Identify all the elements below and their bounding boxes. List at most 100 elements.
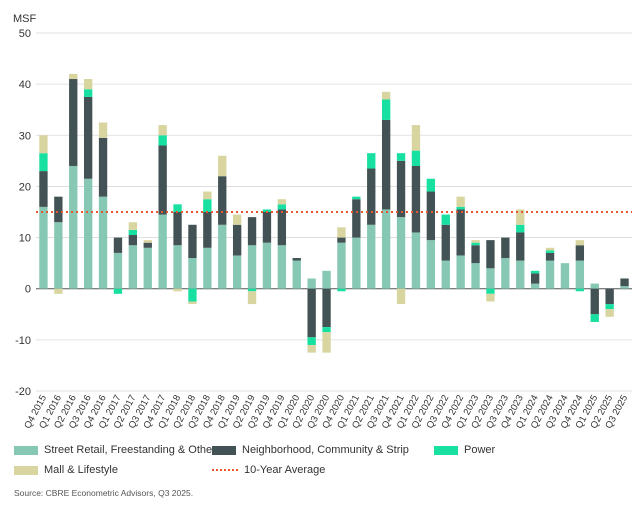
bar-street-retail	[575, 260, 585, 289]
bar-mall-lifestyle	[188, 301, 197, 305]
bar-power	[367, 153, 376, 169]
bar-power	[516, 224, 525, 233]
bar-neighborhood-community-strip	[426, 191, 436, 241]
bar-neighborhood-community-strip	[128, 235, 138, 246]
y-tick-labels: -20 -10 0 10 20 30 40 50	[15, 28, 31, 398]
bar-street-retail	[262, 242, 272, 289]
bar-neighborhood-community-strip	[188, 224, 197, 259]
bar-mall-lifestyle	[247, 291, 257, 305]
bar-power	[113, 288, 123, 294]
bar-neighborhood-community-strip	[516, 232, 525, 261]
bar-power	[277, 204, 287, 210]
bar-street-retail	[486, 268, 495, 289]
bar-neighborhood-community-strip	[471, 245, 480, 264]
bar-street-retail	[322, 270, 331, 289]
bar-street-retail	[501, 258, 510, 289]
bar-power	[83, 89, 93, 97]
bar-neighborhood-community-strip	[620, 278, 629, 287]
legend-label: Mall & Lifestyle	[44, 464, 118, 476]
y-tick-label: 20	[19, 181, 31, 193]
bar-neighborhood-community-strip	[322, 288, 331, 328]
legend-item-street-retail: Street Retail, Freestanding & Other	[14, 444, 216, 456]
bar-neighborhood-community-strip	[232, 224, 242, 256]
bar-street-retail	[98, 196, 108, 289]
bar-mall-lifestyle	[322, 332, 331, 353]
bar-neighborhood-community-strip	[337, 237, 346, 243]
bar-mall-lifestyle	[605, 309, 614, 317]
legend-item-mall-lifestyle: Mall & Lifestyle	[14, 464, 118, 476]
bar-street-retail	[396, 217, 406, 289]
bar-neighborhood-community-strip	[262, 212, 272, 243]
bar-mall-lifestyle	[173, 288, 182, 292]
y-tick-label: -10	[15, 335, 31, 347]
bar-mall-lifestyle	[83, 79, 93, 90]
bar-street-retail	[367, 224, 376, 289]
bar-mall-lifestyle	[39, 135, 48, 154]
bar-mall-lifestyle	[277, 199, 287, 205]
bar-neighborhood-community-strip	[54, 196, 63, 223]
bar-mall-lifestyle	[456, 196, 465, 207]
bar-power	[456, 206, 465, 210]
bar-street-retail	[411, 232, 421, 289]
bar-mall-lifestyle	[471, 240, 480, 243]
bar-power	[381, 99, 391, 120]
source-note: Source: CBRE Econometric Advisors, Q3 20…	[14, 488, 194, 498]
bar-street-retail	[307, 278, 316, 289]
bar-neighborhood-community-strip	[501, 237, 510, 259]
bar-street-retail	[113, 252, 123, 289]
legend-swatch	[212, 445, 236, 455]
bars	[39, 73, 629, 353]
legend-label: Neighborhood, Community & Strip	[242, 444, 409, 456]
bar-neighborhood-community-strip	[530, 273, 540, 284]
bar-street-retail	[54, 222, 63, 289]
bar-neighborhood-community-strip	[218, 176, 227, 225]
legend-item-10-year-average: 10-Year Average	[212, 464, 325, 476]
bar-neighborhood-community-strip	[173, 212, 182, 246]
bar-power	[545, 250, 555, 253]
legend-label: Street Retail, Freestanding & Other	[44, 444, 216, 456]
bar-mall-lifestyle	[486, 293, 495, 302]
bar-power	[203, 199, 212, 212]
bar-power	[337, 288, 346, 292]
bar-street-retail	[128, 245, 138, 289]
bar-neighborhood-community-strip	[575, 245, 585, 261]
bar-mall-lifestyle	[98, 122, 108, 138]
bar-street-retail	[352, 237, 361, 289]
y-tick-label: 30	[19, 130, 31, 142]
bar-mall-lifestyle	[411, 125, 421, 151]
bar-mall-lifestyle	[575, 240, 585, 246]
bar-mall-lifestyle	[69, 73, 78, 80]
legend-swatch	[14, 445, 38, 455]
bar-mall-lifestyle	[545, 247, 555, 251]
bar-street-retail	[143, 247, 152, 289]
y-tick-label: -20	[15, 386, 31, 398]
bar-neighborhood-community-strip	[396, 160, 406, 218]
bar-mall-lifestyle	[516, 209, 525, 225]
bar-street-retail	[158, 214, 167, 289]
bar-neighborhood-community-strip	[39, 171, 48, 207]
bar-neighborhood-community-strip	[292, 258, 301, 261]
bar-power	[158, 135, 167, 146]
bar-neighborhood-community-strip	[247, 217, 257, 246]
bar-power	[188, 288, 197, 302]
bar-street-retail	[173, 245, 182, 289]
bar-power	[322, 327, 331, 333]
bar-power	[426, 178, 436, 192]
bar-mall-lifestyle	[128, 222, 138, 230]
bar-power	[411, 150, 421, 166]
legend-item-power: Power	[434, 444, 495, 456]
bar-power	[247, 288, 257, 292]
bar-neighborhood-community-strip	[113, 237, 123, 253]
bar-neighborhood-community-strip	[456, 209, 465, 256]
bar-neighborhood-community-strip	[605, 288, 614, 305]
bar-street-retail	[620, 286, 629, 289]
bar-mall-lifestyle	[337, 227, 346, 238]
bar-street-retail	[247, 245, 257, 289]
bar-street-retail	[232, 255, 242, 289]
y-axis-title: MSF	[13, 13, 37, 25]
bar-street-retail	[516, 260, 525, 289]
legend-item-neighborhood: Neighborhood, Community & Strip	[212, 444, 409, 456]
bar-street-retail	[456, 255, 465, 289]
bar-mall-lifestyle	[203, 191, 212, 200]
